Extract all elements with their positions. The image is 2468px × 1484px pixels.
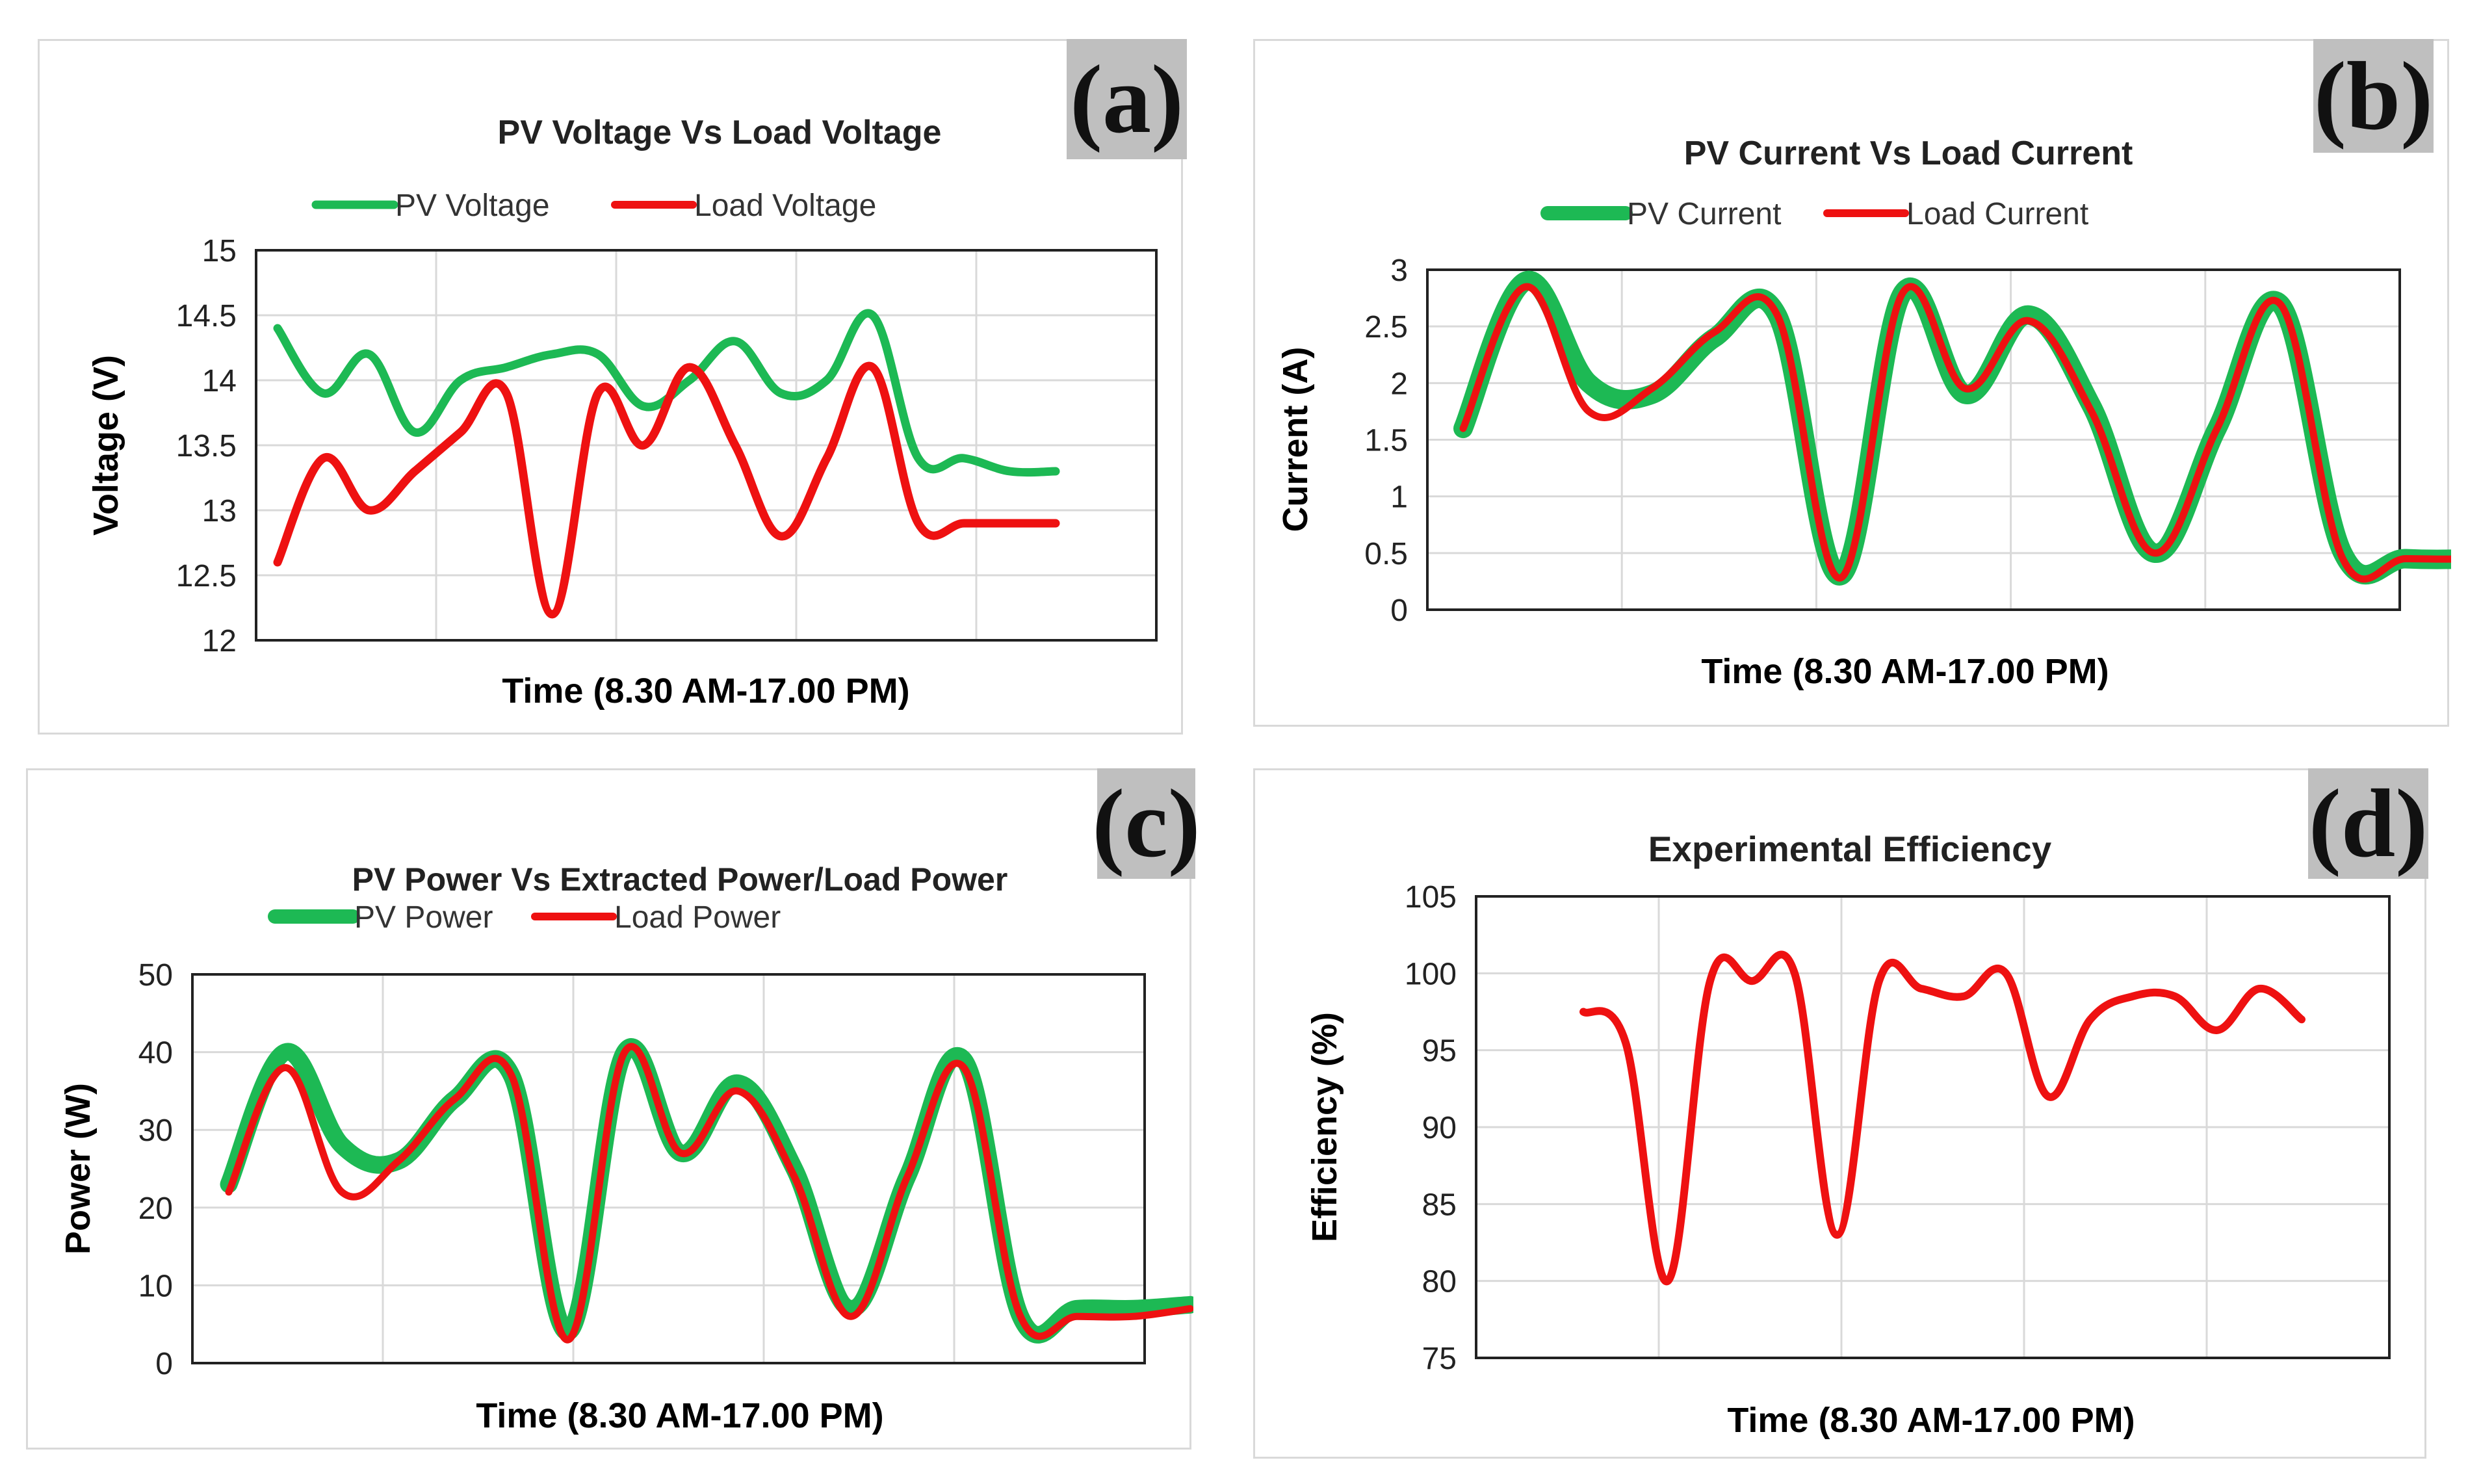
panel-label-c: (c)	[1092, 768, 1201, 879]
panel-d: 75 80 85 90 95 100 105 Experimental Efficiency T…	[1253, 768, 2428, 1459]
y-tick-label: 14.5	[176, 299, 237, 333]
y-tick-label: 85	[1422, 1188, 1457, 1222]
y-tick-label: 0	[1390, 593, 1408, 628]
panel-label-b: (b)	[2313, 39, 2434, 153]
y-tick-label: 14	[202, 364, 237, 398]
legend-label: PV Power	[354, 900, 493, 935]
y-tick-label: 15	[202, 234, 237, 268]
legend-item: PV Voltage	[311, 189, 550, 223]
y-tick-label: 75	[1422, 1342, 1457, 1376]
panel-c: 0 10 20 30 40 50 PV Power Vs Extracted Power/L…	[26, 768, 1201, 1450]
legend-label: PV Current	[1627, 197, 1781, 231]
x-axis-label: Time (8.30 AM-17.00 PM)	[1701, 652, 2109, 691]
y-axis-label: Voltage (V)	[86, 355, 125, 536]
y-tick-label: 13	[202, 494, 237, 528]
y-tick-label: 3	[1390, 254, 1408, 288]
legend-item: PV Current	[1540, 197, 1781, 231]
legend-item: Load Current	[1823, 197, 2088, 231]
series-line-load	[273, 361, 1060, 619]
y-tick-label: 2.5	[1364, 310, 1408, 345]
y-tick-label: 105	[1405, 880, 1457, 915]
y-tick-label: 12.5	[176, 559, 237, 593]
series-line-load	[1459, 283, 2451, 583]
series-line-pv	[1453, 270, 2451, 586]
x-axis-label: Time (8.30 AM-17.00 PM)	[476, 1396, 883, 1435]
legend-label: PV Voltage	[395, 189, 550, 223]
y-tick-label: 40	[138, 1036, 173, 1071]
chart-c: 0 10 20 30 40 50 PV Power Vs Extracted Power/L…	[58, 861, 1193, 1435]
chart-d: 75 80 85 90 95 100 105 Experimental Efficiency T…	[1305, 829, 2391, 1440]
plot-area	[1426, 268, 2401, 611]
y-tick-label: 30	[138, 1113, 173, 1148]
legend-label: Load Power	[614, 900, 781, 935]
y-axis-label: Current (A)	[1276, 347, 1315, 532]
panel-label-d: (d)	[2308, 768, 2428, 879]
chart-title: PV Power Vs Extracted Power/Load Power	[352, 861, 1008, 898]
y-tick-label: 0.5	[1364, 537, 1408, 571]
y-tick-label: 95	[1422, 1034, 1457, 1069]
y-tick-label: 1.5	[1364, 424, 1408, 458]
y-tick-label: 2	[1390, 367, 1408, 401]
y-tick-label: 80	[1422, 1265, 1457, 1299]
y-tick-label: 13.5	[176, 429, 237, 463]
y-tick-label: 100	[1405, 957, 1457, 991]
y-tick-label: 50	[138, 958, 173, 993]
y-tick-label: 90	[1422, 1111, 1457, 1145]
y-tick-label: 12	[202, 624, 237, 658]
legend-label: Load Voltage	[694, 189, 876, 223]
plot-area	[1475, 895, 2391, 1359]
panel-a: 12 12.5 13 13.5 14 14.5 15 PV Voltage Vs Load V…	[38, 39, 1187, 735]
series-line-pv	[273, 309, 1060, 477]
y-axis-label: Power (W)	[58, 1083, 97, 1255]
y-tick-label: 1	[1390, 480, 1408, 515]
y-tick-label: 10	[138, 1269, 173, 1303]
y-tick-label: 0	[155, 1347, 173, 1381]
series-line-load	[1579, 950, 2306, 1285]
chart-title: Experimental Efficiency	[1648, 829, 2052, 869]
y-tick-label: 20	[138, 1191, 173, 1226]
legend-item: PV Power	[268, 900, 493, 935]
series-line-load	[225, 1043, 1193, 1344]
chart-title: PV Voltage Vs Load Voltage	[498, 114, 942, 151]
chart-b: 0 0.5 1 1.5 2 2.5 3 PV Current Vs Load Current P…	[1276, 135, 2451, 691]
plot-area	[255, 249, 1158, 642]
chart-title: PV Current Vs Load Current	[1684, 135, 2133, 172]
x-axis-label: Time (8.30 AM-17.00 PM)	[1727, 1401, 2135, 1440]
legend-label: Load Current	[1906, 197, 2088, 231]
chart-a: 12 12.5 13 13.5 14 14.5 15 PV Voltage Vs Load V…	[86, 114, 1158, 710]
plot-area	[191, 973, 1146, 1364]
legend-item: Load Power	[531, 900, 781, 935]
x-axis-label: Time (8.30 AM-17.00 PM)	[502, 671, 909, 710]
panel-b: 0 0.5 1 1.5 2 2.5 3 PV Current Vs Load Current P…	[1253, 39, 2451, 727]
legend-item: Load Voltage	[611, 189, 876, 223]
y-axis-label: Efficiency (%)	[1305, 1012, 1344, 1242]
panel-label-a: (a)	[1067, 39, 1187, 159]
